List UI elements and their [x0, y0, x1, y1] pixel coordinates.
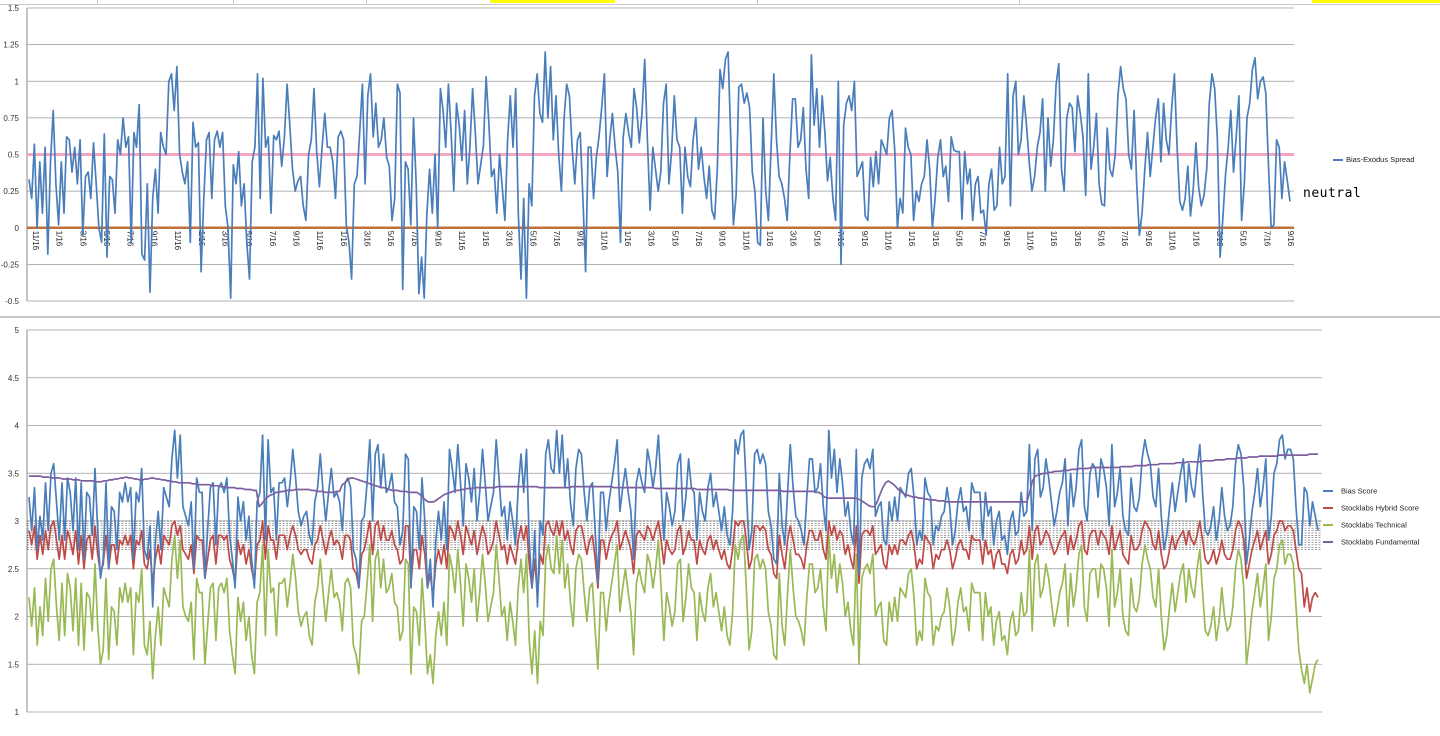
x-tick-label: 9/16 — [576, 231, 585, 247]
legend-label: Stocklabs Fundamental — [1341, 538, 1420, 547]
x-tick-label: 9/16 — [149, 231, 158, 247]
highlighted-cell — [490, 0, 615, 3]
y-tick-label: 0.75 — [3, 114, 19, 123]
x-tick-label: 5/16 — [812, 231, 821, 247]
x-tick-label: 1/16 — [339, 231, 348, 247]
y-tick-label: 2.5 — [8, 565, 20, 574]
x-tick-label: 1/16 — [481, 231, 490, 247]
column-divider — [366, 0, 367, 4]
x-tick-label: 5/16 — [1097, 231, 1106, 247]
x-tick-label: 5/16 — [955, 231, 964, 247]
x-tick-label: 1/16 — [197, 231, 206, 247]
legend-label: Bias Score — [1341, 487, 1377, 496]
y-tick-label: 1 — [15, 708, 20, 717]
legend-label: Stocklabs Hybrid Score — [1341, 504, 1419, 513]
neutral-annotation: neutral — [1303, 186, 1362, 201]
x-tick-label: 1/16 — [1049, 231, 1058, 247]
x-tick-label: 7/16 — [410, 231, 419, 247]
chart-separator — [0, 316, 1440, 318]
x-tick-label: 3/16 — [647, 231, 656, 247]
y-tick-label: 1.5 — [8, 660, 20, 669]
legend-label: Stocklabs Technical — [1341, 521, 1407, 530]
series-line-stocklabs-technical — [28, 534, 1319, 694]
series-line-bias-score — [28, 429, 1319, 608]
x-tick-label: 9/16 — [434, 231, 443, 247]
x-tick-label: 5/16 — [386, 231, 395, 247]
legend-label: Bias-Exodus Spread — [1346, 155, 1414, 164]
x-tick-label: 7/16 — [694, 231, 703, 247]
column-divider — [757, 0, 758, 4]
x-tick-label: 3/16 — [220, 231, 229, 247]
x-tick-label: 3/16 — [363, 231, 372, 247]
x-tick-label: 11/16 — [457, 231, 466, 251]
x-tick-label: 5/16 — [670, 231, 679, 247]
x-tick-label: 7/16 — [126, 231, 135, 247]
y-tick-label: 0.5 — [8, 151, 20, 160]
x-tick-label: 1/16 — [623, 231, 632, 247]
x-tick-label: 11/16 — [1168, 231, 1177, 251]
y-tick-label: 1.5 — [8, 4, 20, 13]
x-tick-label: 9/16 — [718, 231, 727, 247]
x-tick-label: 9/16 — [1002, 231, 1011, 247]
x-tick-label: 11/16 — [315, 231, 324, 251]
y-tick-label: 4.5 — [8, 374, 20, 383]
y-tick-label: 1 — [15, 77, 20, 86]
x-tick-label: 11/16 — [31, 231, 40, 251]
y-tick-label: 0 — [15, 224, 20, 233]
x-tick-label: 3/16 — [1073, 231, 1082, 247]
y-tick-label: 3 — [15, 517, 20, 526]
y-tick-label: 4 — [15, 422, 20, 431]
x-tick-label: 9/16 — [1144, 231, 1153, 247]
x-tick-label: 9/16 — [1286, 231, 1295, 247]
highlighted-cell — [1312, 0, 1440, 3]
x-tick-label: 11/16 — [884, 231, 893, 251]
y-tick-label: 3.5 — [8, 469, 20, 478]
x-tick-label: 1/16 — [765, 231, 774, 247]
y-tick-label: -0.5 — [5, 297, 19, 306]
x-tick-label: 3/16 — [78, 231, 87, 247]
x-tick-label: 3/16 — [931, 231, 940, 247]
y-tick-label: 0.25 — [3, 187, 19, 196]
x-tick-label: 3/16 — [789, 231, 798, 247]
x-tick-label: 11/16 — [599, 231, 608, 251]
x-tick-label: 7/16 — [978, 231, 987, 247]
x-tick-label: 9/16 — [292, 231, 301, 247]
column-divider — [97, 0, 98, 4]
y-tick-label: 2 — [15, 613, 20, 622]
x-tick-label: 1/16 — [1191, 231, 1200, 247]
column-divider — [1019, 0, 1020, 4]
column-divider — [233, 0, 234, 4]
x-tick-label: 11/16 — [741, 231, 750, 251]
x-tick-label: 5/16 — [1239, 231, 1248, 247]
series-line-bias-exodus-spread — [28, 51, 1291, 299]
series-line-stocklabs-fundamental — [29, 453, 1318, 508]
x-tick-label: 7/16 — [268, 231, 277, 247]
scores-chart: 1 1.5 2 2.5 3 3.5 4 4.5 5 Bias Score Stocklabs Hyb… — [8, 326, 1420, 717]
x-tick-label: 7/16 — [1120, 231, 1129, 247]
y-tick-label: 5 — [15, 326, 20, 335]
x-tick-label: 11/16 — [173, 231, 182, 251]
x-tick-label: 7/16 — [1262, 231, 1271, 247]
x-tick-label: 11/16 — [1026, 231, 1035, 251]
series-line-stocklabs-hybrid-score — [28, 520, 1319, 613]
x-tick-label: 7/16 — [552, 231, 561, 247]
x-tick-label: 1/16 — [55, 231, 64, 247]
x-tick-label: 3/16 — [505, 231, 514, 247]
x-tick-label: 1/16 — [907, 231, 916, 247]
x-tick-label: 5/16 — [528, 231, 537, 247]
spreadsheet-column-header-strip — [0, 0, 1440, 5]
x-tick-label: 5/16 — [244, 231, 253, 247]
bias-exodus-spread-chart: -0.5 -0.25 0 0.25 0.5 0.75 1 1.25 1.5 11/16 1/16 3/… — [1, 4, 1415, 306]
y-tick-label: -0.25 — [1, 260, 20, 269]
y-tick-label: 1.25 — [3, 41, 19, 50]
x-tick-label: 9/16 — [860, 231, 869, 247]
